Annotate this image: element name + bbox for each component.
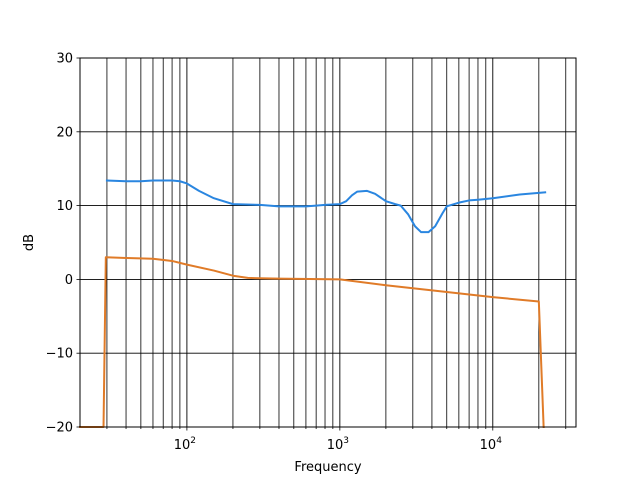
x-tick-label: 104 xyxy=(480,436,503,453)
plot-frame xyxy=(79,57,577,428)
series-lines xyxy=(79,179,547,429)
grid xyxy=(80,57,576,428)
x-axis-label: Frequency xyxy=(294,460,361,475)
series-line-1 xyxy=(105,179,547,234)
y-tick-label: −10 xyxy=(46,347,73,362)
y-axis-label: dB xyxy=(22,234,37,251)
x-tick-label: 102 xyxy=(174,436,196,453)
series-line-2 xyxy=(79,256,545,429)
y-tick-label: 10 xyxy=(56,199,73,214)
x-tick-label: 103 xyxy=(327,436,349,453)
y-tick-label: −20 xyxy=(46,421,73,436)
y-tick-label: 20 xyxy=(56,125,73,140)
y-tick-label: 0 xyxy=(65,273,73,288)
y-tick-label: 30 xyxy=(56,52,73,67)
axis-ticks: −20 −10 0 10 20 30 102 103 104 xyxy=(46,52,567,453)
